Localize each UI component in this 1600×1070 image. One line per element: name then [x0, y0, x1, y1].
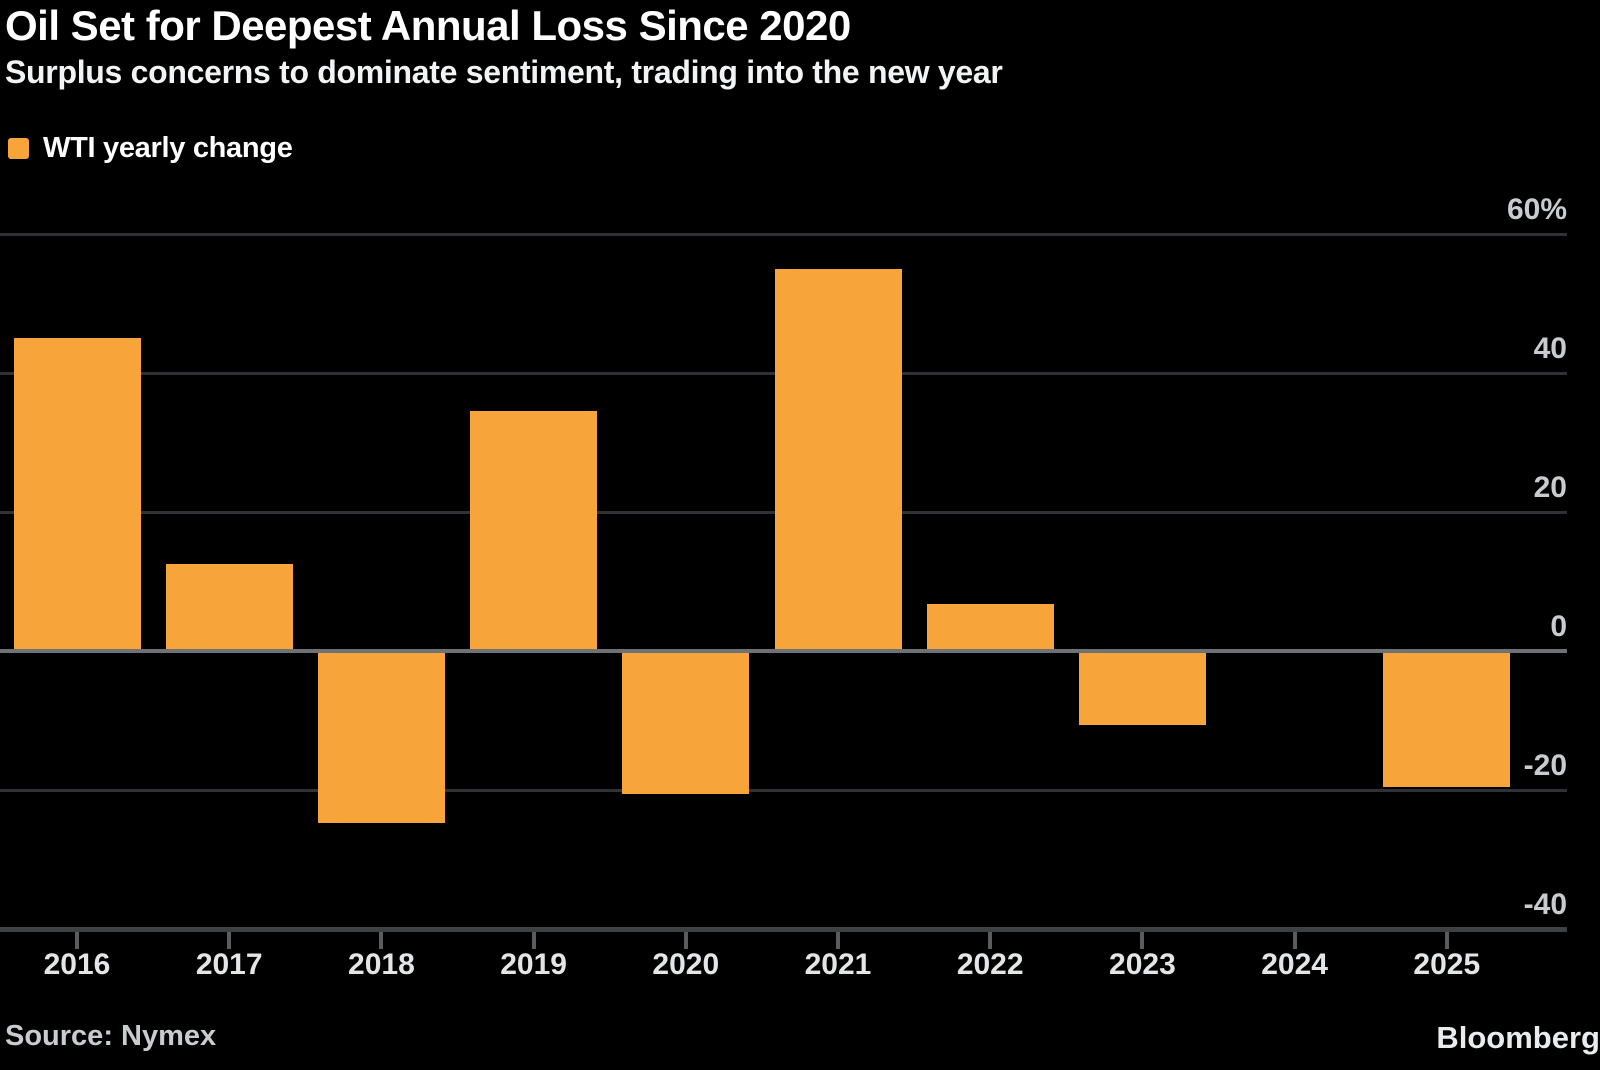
ytick-label-40: 40 — [1533, 332, 1567, 365]
legend: WTI yearly change — [8, 131, 293, 164]
gridline--20 — [0, 788, 1567, 792]
x-axis-line — [0, 926, 1567, 932]
source-note: Source: Nymex — [5, 1020, 217, 1052]
ytick-label-0: 0 — [1550, 610, 1567, 643]
bar-2020 — [622, 651, 750, 794]
ytick-label--20: -20 — [1523, 749, 1567, 782]
bar-2017 — [165, 564, 293, 651]
year-label-2025: 2025 — [1413, 948, 1481, 981]
x-axis-tick-2021 — [836, 932, 840, 949]
x-axis-tick-2020 — [683, 932, 688, 949]
x-axis-tick-2016 — [75, 932, 79, 949]
year-label-2016: 2016 — [43, 948, 111, 981]
bar-2025 — [1383, 651, 1511, 787]
ytick-label--40: -40 — [1523, 888, 1567, 921]
zero-line — [0, 649, 1567, 653]
x-axis-tick-2018 — [379, 932, 384, 949]
bloomberg-wordmark: Bloomberg — [1436, 1020, 1600, 1055]
year-label-2021: 2021 — [804, 948, 872, 981]
year-label-2018: 2018 — [348, 948, 415, 981]
ytick-label-60: 60% — [1506, 193, 1567, 226]
chart-title: Oil Set for Deepest Annual Loss Since 20… — [5, 2, 851, 49]
year-label-2023: 2023 — [1109, 948, 1176, 981]
x-axis-tick-2024 — [1292, 932, 1297, 949]
year-label-2022: 2022 — [956, 948, 1024, 981]
year-label-2017: 2017 — [195, 948, 263, 981]
bar-2021 — [774, 268, 902, 652]
year-label-2020: 2020 — [652, 948, 720, 981]
x-axis-tick-2017 — [227, 932, 232, 949]
x-axis-tick-2019 — [531, 932, 536, 949]
bar-2023 — [1078, 651, 1206, 726]
gridline-60 — [0, 232, 1567, 236]
bar-2019 — [470, 411, 598, 651]
x-axis-tick-2023 — [1140, 932, 1145, 949]
chart-subtitle: Surplus concerns to dominate sentiment, … — [5, 54, 1003, 90]
bar-2022 — [926, 604, 1054, 651]
legend-label: WTI yearly change — [43, 131, 293, 164]
legend-swatch — [8, 137, 29, 159]
year-label-2024: 2024 — [1261, 948, 1328, 981]
year-label-2019: 2019 — [500, 948, 567, 981]
ytick-label-20: 20 — [1533, 471, 1567, 504]
bar-2016 — [13, 338, 141, 652]
x-axis-tick-2025 — [1444, 932, 1449, 949]
x-axis-tick-2022 — [988, 932, 993, 949]
bar-2018 — [317, 651, 445, 824]
